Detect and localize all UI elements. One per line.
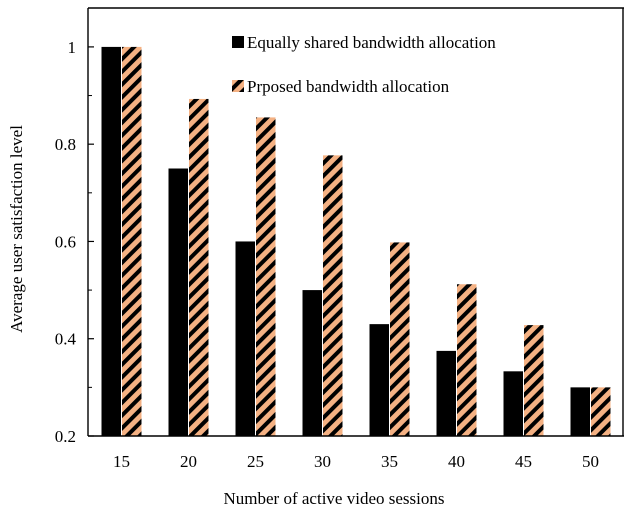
bar-equal-45 [503, 371, 523, 436]
bar-equal-30 [302, 290, 322, 436]
x-tick-label: 30 [314, 452, 331, 471]
legend-swatch-proposed [232, 80, 244, 92]
x-tick-label: 20 [180, 452, 197, 471]
bar-proposed-45 [524, 325, 544, 436]
bar-proposed-15 [122, 46, 142, 437]
legend-label-equal: Equally shared bandwidth allocation [247, 33, 496, 52]
bars-group [101, 46, 611, 437]
x-tick-label: 40 [448, 452, 465, 471]
y-tick-label: 0.4 [55, 330, 77, 349]
bar-proposed-40 [457, 284, 477, 436]
bar-proposed-25 [256, 117, 276, 436]
x-tick-label: 35 [381, 452, 398, 471]
legend-swatch-equal [232, 36, 244, 48]
x-axis-title: Number of active video sessions [224, 489, 445, 508]
bar-proposed-35 [390, 242, 410, 436]
bar-proposed-50 [591, 387, 611, 436]
legend-label-proposed: Prposed bandwidth allocation [247, 77, 450, 96]
y-tick-label: 0.8 [55, 135, 76, 154]
x-tick-label: 25 [247, 452, 264, 471]
x-tick-label: 15 [113, 452, 130, 471]
y-tick-label: 0.2 [55, 427, 76, 446]
bar-proposed-20 [189, 98, 209, 436]
bar-equal-15 [101, 46, 121, 437]
bar-equal-25 [235, 241, 255, 436]
x-tick-label: 50 [582, 452, 599, 471]
y-tick-label: 0.6 [55, 232, 76, 251]
legend: Equally shared bandwidth allocation Prpo… [232, 33, 496, 96]
y-tick-label: 1 [68, 38, 77, 57]
y-axis-ticks: 0.2 0.4 0.6 0.8 1 [55, 38, 94, 446]
bar-equal-40 [436, 350, 456, 436]
x-axis-ticks: 15 20 25 30 35 40 45 50 [113, 452, 599, 471]
x-tick-label: 45 [515, 452, 532, 471]
y-axis-title: Average user satisfaction level [7, 125, 26, 333]
bar-proposed-30 [323, 155, 343, 437]
bar-equal-35 [369, 324, 389, 436]
bar-equal-20 [168, 168, 188, 436]
bar-equal-50 [570, 387, 590, 436]
